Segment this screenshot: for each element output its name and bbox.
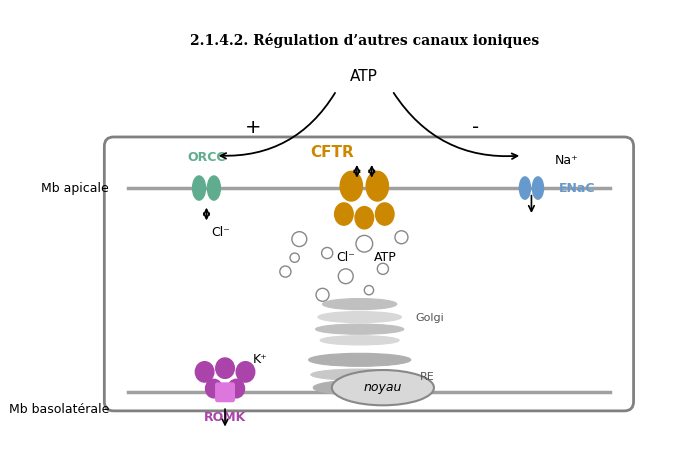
Ellipse shape <box>320 336 399 345</box>
Text: ATP: ATP <box>373 251 396 264</box>
Ellipse shape <box>195 362 214 382</box>
Text: Cl⁻: Cl⁻ <box>336 251 355 264</box>
Ellipse shape <box>313 380 406 395</box>
Text: Cl⁻: Cl⁻ <box>211 226 230 239</box>
Circle shape <box>279 266 291 277</box>
Circle shape <box>395 231 408 244</box>
Circle shape <box>364 286 373 295</box>
Ellipse shape <box>316 324 404 334</box>
Ellipse shape <box>332 370 434 405</box>
Text: -: - <box>472 118 479 137</box>
Circle shape <box>290 253 299 263</box>
Circle shape <box>316 288 329 301</box>
Text: ENaC: ENaC <box>559 182 596 195</box>
Circle shape <box>322 248 333 258</box>
Ellipse shape <box>520 177 530 199</box>
Text: ATP: ATP <box>350 69 378 84</box>
Text: RE: RE <box>420 372 435 382</box>
Text: Na⁺: Na⁺ <box>555 154 579 167</box>
Ellipse shape <box>322 298 397 310</box>
Text: ORCC: ORCC <box>187 151 226 164</box>
Text: K⁺: K⁺ <box>253 354 268 366</box>
Circle shape <box>356 235 373 252</box>
Text: CFTR: CFTR <box>310 145 354 160</box>
Ellipse shape <box>311 369 409 380</box>
Ellipse shape <box>309 354 411 366</box>
Text: +: + <box>245 118 261 137</box>
Ellipse shape <box>375 203 394 225</box>
Ellipse shape <box>216 358 235 379</box>
Text: noyau: noyau <box>364 381 402 394</box>
FancyBboxPatch shape <box>216 383 235 402</box>
Text: ROMK: ROMK <box>204 411 246 424</box>
Ellipse shape <box>340 172 362 201</box>
Text: Mb apicale: Mb apicale <box>41 182 109 195</box>
Text: Golgi: Golgi <box>415 313 444 323</box>
Text: Mb basolatérale: Mb basolatérale <box>9 403 109 415</box>
Ellipse shape <box>335 203 353 225</box>
Ellipse shape <box>192 176 205 200</box>
Ellipse shape <box>532 177 543 199</box>
Ellipse shape <box>366 172 388 201</box>
Ellipse shape <box>236 362 255 382</box>
Ellipse shape <box>228 379 245 398</box>
Text: 2.1.4.2. Régulation d’autres canaux ioniques: 2.1.4.2. Régulation d’autres canaux ioni… <box>190 33 539 48</box>
Circle shape <box>292 232 307 247</box>
Circle shape <box>339 269 353 283</box>
Ellipse shape <box>207 176 220 200</box>
FancyBboxPatch shape <box>104 137 634 411</box>
Ellipse shape <box>318 312 401 323</box>
Circle shape <box>377 263 388 274</box>
Ellipse shape <box>205 379 222 398</box>
Ellipse shape <box>355 207 373 229</box>
